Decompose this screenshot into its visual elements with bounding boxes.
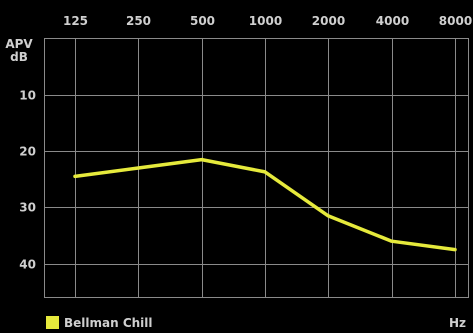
series-line-bellman-chill <box>73 157 457 252</box>
y-axis-unit-apv: APV <box>5 37 33 51</box>
y-tick-label: 20 <box>19 145 36 159</box>
x-tick-labels: 125 250 500 1000 2000 4000 8000 <box>63 14 472 28</box>
x-axis-unit: Hz <box>449 316 466 330</box>
y-tick-label: 10 <box>19 89 36 103</box>
x-tick-label: 125 <box>63 14 88 28</box>
y-axis-unit-db: dB <box>10 50 28 64</box>
x-tick-label: 500 <box>190 14 215 28</box>
y-tick-label: 40 <box>19 258 36 272</box>
x-tick-label: 8000 <box>439 14 472 28</box>
plot-frame <box>44 38 469 298</box>
legend-label: Bellman Chill <box>64 316 153 330</box>
y-tick-labels: 10 20 30 40 <box>19 89 36 272</box>
legend-swatch <box>46 316 59 329</box>
x-tick-label: 1000 <box>249 14 282 28</box>
x-tick-label: 4000 <box>376 14 409 28</box>
x-tick-label: 2000 <box>312 14 345 28</box>
y-tick-label: 30 <box>19 201 36 215</box>
x-tick-label: 250 <box>126 14 151 28</box>
